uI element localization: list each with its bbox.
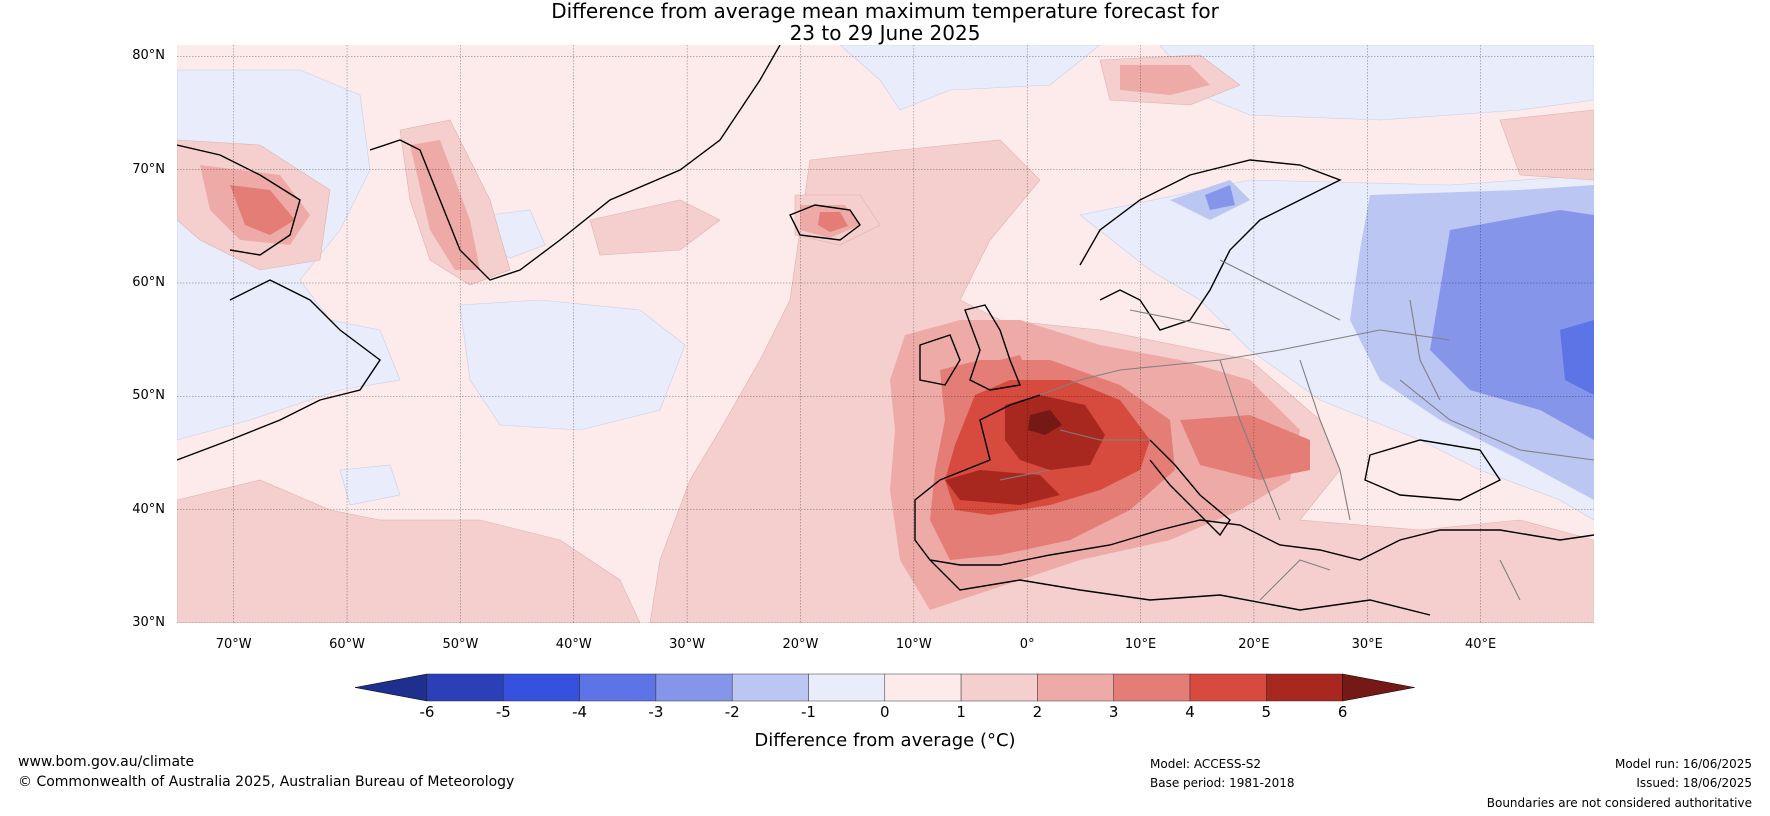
longitude-label: 60°W (329, 637, 365, 652)
latitude-label: 40°N (132, 501, 165, 517)
colorbar-extend-high (1342, 673, 1415, 702)
warm-region-iceland-peak (818, 212, 848, 232)
border-lines-2 (1129, 299, 1521, 601)
colorbar-segment (731, 673, 809, 702)
longitude-label: 30°E (1351, 637, 1383, 652)
coastline-mediterranean (1159, 519, 1594, 561)
colorbar-segment (1037, 673, 1114, 702)
coastline-labrador (177, 279, 381, 461)
warm-region-britain (1000, 355, 1030, 385)
coastline-ireland (919, 334, 961, 386)
warm-region-greenland-east-core (410, 140, 480, 270)
warm-region-baffin-peak (230, 185, 295, 235)
colorbar-title: Difference from average (°C) (754, 730, 1016, 751)
map-title-line2: 23 to 29 June 2025 (789, 21, 981, 45)
warm-region-mid (589, 199, 721, 256)
colorbar-tick-label: 0 (880, 703, 890, 721)
longitude-label: 20°W (782, 637, 819, 652)
coastline-europe-west (914, 394, 1161, 566)
colorbar-tick-label: -2 (724, 703, 740, 721)
longitude-label: 10°W (895, 637, 932, 652)
warm-region-central-europe (1180, 415, 1310, 480)
colorbar-segment (1113, 673, 1191, 702)
warm-anomaly-above-6 (1028, 410, 1062, 435)
colorbar-tick-label: -5 (495, 703, 511, 721)
longitude-label: 50°W (442, 637, 479, 652)
coastline-greenland (369, 45, 781, 281)
longitude-label: 30°W (669, 637, 706, 652)
footer-base-period: Base period: 1981-2018 (1150, 776, 1295, 790)
map-plot-area (177, 45, 1594, 623)
colorbar-tick-label: 6 (1337, 703, 1348, 721)
colorbar-tick-label: 3 (1108, 703, 1119, 721)
longitude-label: 40°W (555, 637, 592, 652)
colorbar-segment (808, 673, 886, 702)
footer-model: Model: ACCESS-S2 (1150, 757, 1262, 771)
country-borders (999, 259, 1594, 601)
cool-anomaly-minus4 (1560, 320, 1594, 395)
colorbar-segment (1189, 673, 1267, 702)
latitude-label: 50°N (132, 388, 165, 404)
latitude-label: 80°N (132, 48, 165, 64)
coastlines (177, 45, 1594, 616)
coastline-italy (1149, 439, 1231, 537)
colorbar-tick-label: 4 (1185, 703, 1195, 721)
latitude-label: 60°N (132, 275, 165, 290)
colorbar-segment (655, 673, 733, 702)
colorbar-segments (354, 673, 1415, 702)
footer-disclaimer: Boundaries are not considered authoritat… (1486, 796, 1752, 810)
cool-region-russia-2 (1430, 210, 1594, 440)
warm-anomaly-5-6 (945, 395, 1105, 505)
longitude-label: 20°E (1238, 637, 1270, 652)
cool-region-russia-3 (1560, 320, 1594, 395)
coastline-scandinavia (1079, 159, 1342, 331)
latitude-label: 30°N (132, 615, 165, 630)
longitude-label: 0° (1019, 637, 1035, 652)
colorbar-segment (884, 673, 962, 702)
coastline-iceland (789, 204, 861, 241)
cool-region-north-atlantic (839, 45, 1101, 111)
coastline-baffin (177, 144, 301, 256)
cool-region-mid-atlantic (459, 299, 686, 431)
coastline-black-sea (1364, 439, 1502, 501)
colorbar-tick-label: -3 (648, 703, 664, 721)
coastline-britain (964, 304, 1021, 391)
colorbar-extend-low (354, 673, 428, 702)
graticule (177, 45, 1594, 623)
colorbar-segment (426, 673, 504, 702)
warm-region-south-west-atlantic (177, 479, 641, 623)
longitude-label: 70°W (215, 637, 252, 652)
footer-website[interactable]: www.bom.gov.au/climate (18, 754, 195, 770)
map-title-line1: Difference from average mean maximum tem… (551, 0, 1219, 23)
footer-issued: Issued: 18/06/2025 (1636, 776, 1752, 790)
border-lines-1 (999, 259, 1594, 521)
cool-anomaly-minus3 (1205, 185, 1594, 440)
colorbar-tick-label: -1 (801, 703, 816, 721)
longitude-label: 10°E (1124, 637, 1157, 652)
colorbar-tick-label: 1 (956, 703, 966, 721)
colorbar-segment (579, 673, 657, 702)
colorbar-segment (503, 673, 580, 702)
footer-model-run: Model run: 16/06/2025 (1614, 757, 1752, 771)
cool-region-north-east (1159, 45, 1594, 121)
warm-region-barents (1499, 109, 1594, 181)
warm-region-france-max (1028, 410, 1062, 435)
colorbar-tick-label: -6 (419, 703, 435, 721)
colorbar-segment (1266, 673, 1343, 702)
cool-region-north-scandinavia (1205, 185, 1235, 210)
latitude-label: 70°N (132, 161, 165, 177)
warm-region-iberia-peak (945, 470, 1060, 505)
coastline-north-africa (929, 559, 1431, 616)
colorbar-tick-label: -4 (572, 703, 588, 721)
warm-region-france-peak (1005, 395, 1105, 470)
colorbar-segment (960, 673, 1038, 702)
footer-copyright: © Commonwealth of Australia 2025, Austra… (18, 774, 515, 790)
longitude-label: 40°E (1464, 637, 1497, 652)
warm-region-svalbard-core (1120, 65, 1210, 95)
cool-region-south-west (339, 464, 401, 506)
colorbar-tick-label: 2 (1032, 703, 1043, 721)
colorbar-tick-label: 5 (1261, 703, 1272, 721)
